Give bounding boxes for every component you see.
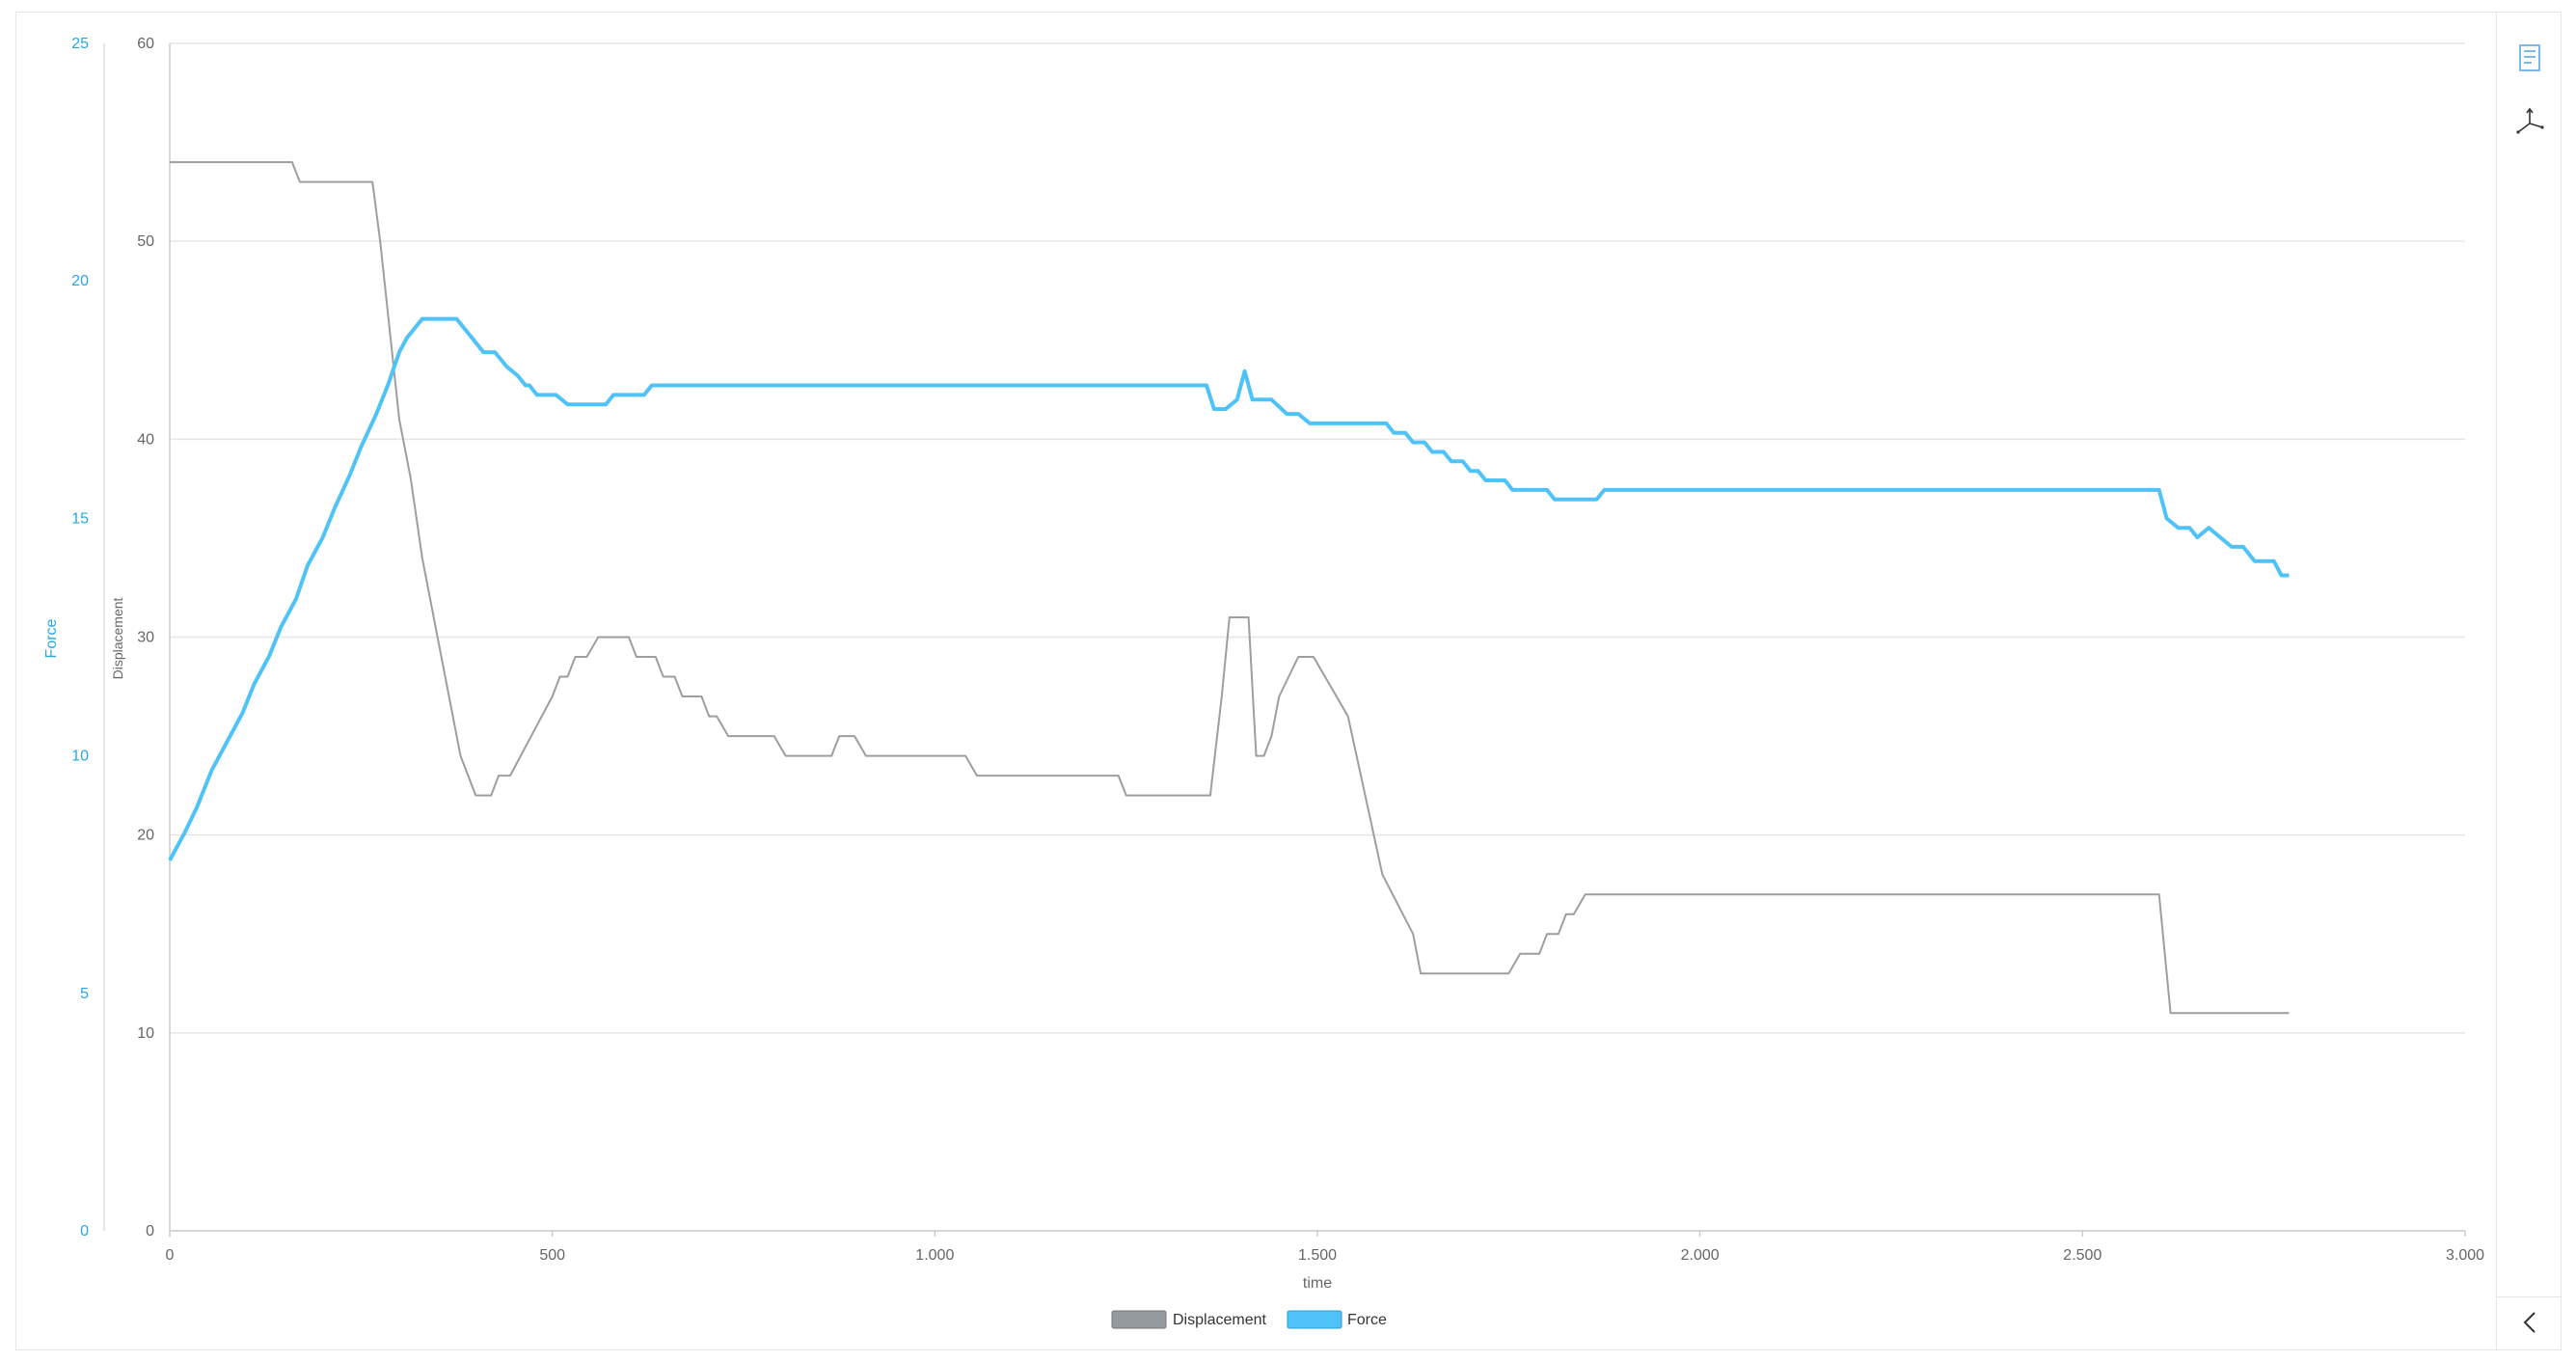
x-tick-label: 0 [166,1247,175,1264]
series-line-force[interactable] [168,316,2290,861]
legend-swatch-displacement [1111,1310,1167,1329]
force-tick-label: 15 [71,510,89,527]
displacement-axis-title: Displacement [110,597,125,679]
chart-frame [15,12,2562,1350]
displacement-tick-label: 40 [137,431,154,448]
displacement-tick-label: 20 [137,828,154,844]
displacement-tick-label: 50 [137,233,154,250]
displacement-tick-label: 0 [146,1223,154,1239]
legend-item-force[interactable]: Force [1287,1310,1387,1329]
series-group [168,161,2290,1015]
x-axis-title: time [1303,1275,1332,1292]
axes: 0 10 20 30 40 50 60 0 5 10 15 20 25 0 500 1.000 1.500 2.0… [71,36,2484,1264]
displacement-tick-label: 60 [137,36,154,52]
force-axis-title: Force [43,618,60,658]
legend-label-displacement: Displacement [1173,1312,1266,1328]
displacement-tick-label: 10 [137,1025,154,1042]
legend: Displacement Force [1111,1310,1387,1329]
grid [170,42,2465,1232]
force-tick-label: 10 [71,749,89,765]
x-tick-label: 3.000 [2446,1247,2484,1264]
force-tick-label: 5 [80,986,89,1002]
side-divider [2497,1296,2562,1297]
x-tick-label: 2.500 [2063,1247,2101,1264]
chevron-left-icon[interactable] [2508,1301,2551,1344]
force-tick-label: 20 [71,273,89,289]
x-tick-label: 1.000 [915,1247,954,1264]
side-toolbar [2496,12,2562,1350]
legend-swatch-force [1287,1310,1342,1329]
x-tick-label: 500 [539,1247,565,1264]
displacement-tick-label: 30 [137,630,154,646]
force-tick-label: 25 [71,36,89,52]
legend-label-force: Force [1347,1312,1387,1328]
x-tick-label: 1.500 [1298,1247,1337,1264]
x-tick-label: 2.000 [1681,1247,1720,1264]
force-tick-label: 0 [80,1223,89,1239]
series-line-displacement[interactable] [170,161,2290,1015]
document-icon[interactable] [2508,37,2551,79]
legend-item-displacement[interactable]: Displacement [1111,1310,1266,1329]
axes-3d-icon[interactable] [2508,100,2551,143]
